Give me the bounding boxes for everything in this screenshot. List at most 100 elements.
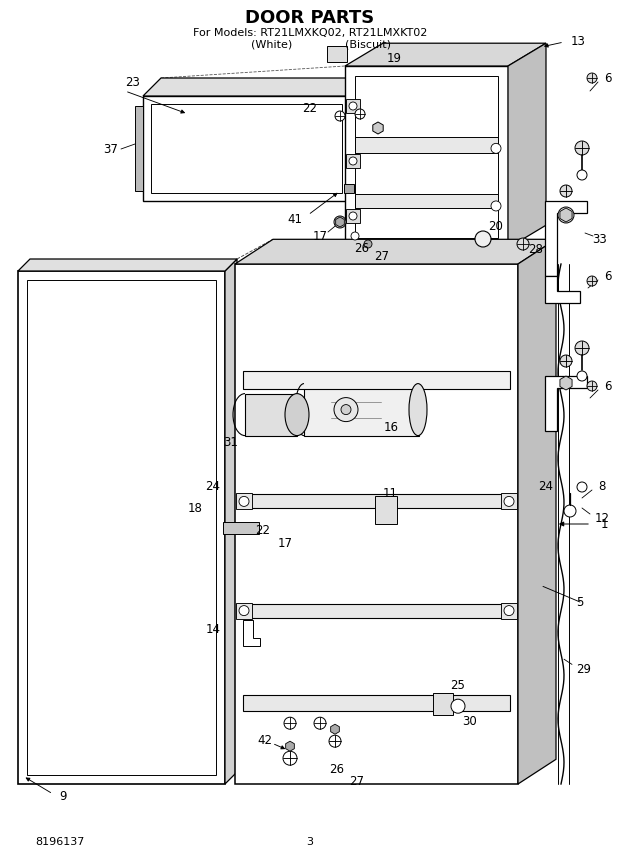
Text: 17: 17 — [312, 229, 327, 242]
Circle shape — [504, 605, 514, 615]
Polygon shape — [545, 276, 580, 303]
Polygon shape — [286, 741, 294, 752]
Text: 6: 6 — [604, 379, 612, 393]
Circle shape — [334, 397, 358, 422]
Circle shape — [334, 216, 346, 228]
Circle shape — [577, 170, 587, 180]
Text: 6: 6 — [604, 72, 612, 85]
Text: 33: 33 — [593, 233, 608, 246]
Circle shape — [587, 276, 597, 286]
Text: 24: 24 — [205, 480, 221, 493]
Polygon shape — [345, 66, 508, 248]
Text: 23: 23 — [126, 75, 141, 88]
Circle shape — [349, 102, 357, 110]
Bar — [501, 603, 517, 619]
Circle shape — [239, 605, 249, 615]
Text: DOOR PARTS: DOOR PARTS — [246, 9, 374, 27]
Polygon shape — [235, 240, 556, 264]
Text: 26: 26 — [329, 763, 345, 776]
Polygon shape — [545, 201, 587, 276]
Circle shape — [364, 240, 372, 248]
Circle shape — [558, 207, 574, 223]
Bar — [346, 154, 360, 168]
Circle shape — [491, 201, 501, 211]
Polygon shape — [545, 376, 587, 431]
Polygon shape — [143, 78, 368, 96]
Polygon shape — [345, 43, 546, 66]
Circle shape — [314, 717, 326, 729]
Circle shape — [587, 73, 597, 83]
Text: 16: 16 — [384, 421, 399, 434]
Text: 29: 29 — [577, 663, 591, 676]
Text: 11: 11 — [383, 487, 397, 500]
Text: 14: 14 — [205, 623, 221, 636]
Text: 19: 19 — [386, 52, 402, 65]
Text: 31: 31 — [224, 436, 239, 449]
Circle shape — [504, 496, 514, 507]
Circle shape — [239, 496, 249, 507]
Polygon shape — [350, 78, 368, 201]
Bar — [346, 99, 360, 113]
Bar — [344, 184, 354, 193]
Polygon shape — [18, 259, 237, 271]
Bar — [243, 371, 510, 389]
Polygon shape — [27, 280, 216, 775]
Bar — [355, 194, 498, 208]
Text: 8: 8 — [598, 479, 606, 492]
Text: 17: 17 — [278, 537, 293, 550]
Circle shape — [577, 482, 587, 492]
Bar — [501, 493, 517, 509]
Text: (White): (White) — [251, 39, 293, 49]
Bar — [223, 522, 259, 534]
Text: 18: 18 — [188, 502, 203, 514]
Polygon shape — [355, 76, 498, 238]
Bar — [304, 383, 419, 436]
Text: 20: 20 — [489, 219, 503, 233]
Text: 30: 30 — [463, 715, 477, 728]
Text: 26: 26 — [355, 241, 370, 254]
Bar — [243, 603, 510, 617]
Circle shape — [283, 752, 297, 765]
Circle shape — [517, 238, 529, 250]
Circle shape — [564, 505, 576, 517]
Circle shape — [355, 109, 365, 119]
Text: 27: 27 — [374, 249, 389, 263]
Bar — [375, 496, 397, 525]
Circle shape — [351, 232, 359, 240]
Bar — [327, 46, 347, 62]
Text: 27: 27 — [350, 775, 365, 788]
Circle shape — [335, 111, 345, 121]
Circle shape — [284, 717, 296, 729]
Text: (Biscuit): (Biscuit) — [345, 39, 391, 49]
Text: 3: 3 — [306, 837, 314, 847]
Circle shape — [329, 735, 341, 747]
Polygon shape — [330, 724, 339, 734]
Circle shape — [349, 157, 357, 165]
Text: 41: 41 — [288, 212, 303, 225]
Text: 37: 37 — [104, 142, 118, 156]
Text: 42: 42 — [257, 734, 273, 746]
Polygon shape — [335, 217, 344, 227]
Ellipse shape — [285, 394, 309, 436]
Circle shape — [577, 371, 587, 381]
Text: 22: 22 — [303, 102, 317, 115]
Circle shape — [587, 381, 597, 391]
Circle shape — [575, 141, 589, 155]
Circle shape — [575, 341, 589, 355]
Circle shape — [491, 143, 501, 153]
Polygon shape — [560, 376, 572, 390]
Text: 9: 9 — [60, 789, 67, 803]
Ellipse shape — [409, 383, 427, 436]
Polygon shape — [373, 122, 383, 134]
Bar — [236, 493, 252, 509]
Polygon shape — [143, 96, 350, 201]
Text: 12: 12 — [595, 512, 609, 525]
Circle shape — [349, 212, 357, 220]
Text: 22: 22 — [255, 524, 270, 537]
Text: For Models: RT21LMXKQ02, RT21LMXKT02: For Models: RT21LMXKQ02, RT21LMXKT02 — [193, 28, 427, 38]
Polygon shape — [245, 394, 297, 436]
Circle shape — [560, 185, 572, 197]
Polygon shape — [560, 208, 572, 222]
Polygon shape — [508, 43, 546, 248]
Text: 25: 25 — [451, 679, 466, 692]
